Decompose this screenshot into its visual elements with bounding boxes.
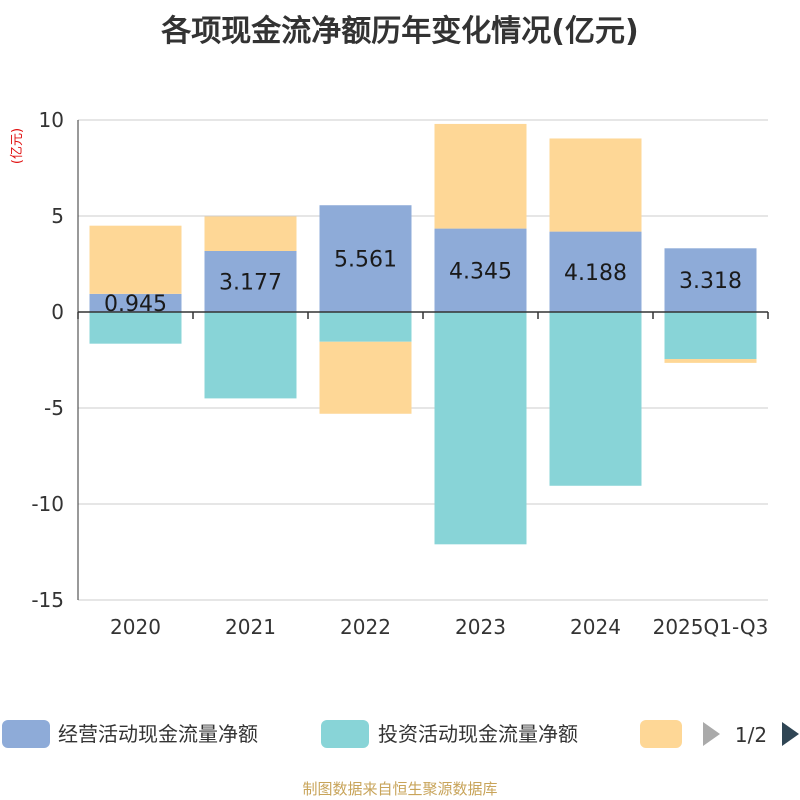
legend-next-page-icon[interactable]: [782, 722, 799, 746]
legend-swatch-third: [640, 720, 682, 748]
x-tick-label: 2022: [340, 615, 391, 639]
bar-3-2021[interactable]: [204, 216, 297, 252]
y-tick-label: -15: [31, 588, 64, 612]
legend-swatch-investing: [321, 720, 369, 748]
bar-2-2024[interactable]: [549, 312, 642, 486]
x-tick-label: 2024: [570, 615, 621, 639]
bar-3-2022[interactable]: [319, 341, 412, 414]
data-label: 4.188: [564, 261, 627, 286]
legend-item-third[interactable]: [640, 720, 682, 748]
x-tick-label: 2021: [225, 615, 276, 639]
legend-label-operating: 经营活动现金流量净额: [58, 722, 258, 746]
bar-1-2021[interactable]: [204, 251, 297, 312]
legend-label-investing: 投资活动现金流量净额: [378, 722, 578, 746]
legend-item-operating[interactable]: 经营活动现金流量净额: [2, 720, 258, 748]
data-label: 3.177: [219, 271, 282, 296]
bar-2-2021[interactable]: [204, 312, 297, 399]
data-source-note: 制图数据来自恒生聚源数据库: [302, 780, 498, 798]
legend-prev-page-icon[interactable]: [703, 722, 720, 746]
bar-1-2025Q1-Q3[interactable]: [664, 248, 757, 312]
legend-page-indicator: 1/2: [735, 723, 767, 747]
bar-2-2025Q1-Q3[interactable]: [664, 312, 757, 360]
legend-item-investing[interactable]: 投资活动现金流量净额: [321, 720, 578, 748]
data-label: 5.561: [334, 248, 397, 273]
x-tick-label: 2025Q1-Q3: [653, 615, 769, 639]
legend-swatch-operating: [2, 720, 50, 748]
data-label: 0.945: [104, 292, 167, 317]
y-tick-label: -10: [31, 492, 64, 516]
y-tick-label: -5: [44, 396, 64, 420]
legend: 经营活动现金流量净额 投资活动现金流量净额 1/2: [2, 720, 799, 748]
bar-1-2024[interactable]: [549, 231, 642, 312]
bar-3-2020[interactable]: [89, 225, 182, 294]
bar-3-2025Q1-Q3[interactable]: [664, 359, 757, 363]
y-tick-label: 0: [51, 300, 64, 324]
y-tick-label: 10: [39, 108, 64, 132]
bar-3-2023[interactable]: [434, 123, 527, 229]
x-tick-label: 2023: [455, 615, 506, 639]
bar-3-2024[interactable]: [549, 138, 642, 232]
chart-title: 各项现金流净额历年变化情况(亿元): [161, 14, 639, 49]
y-tick-label: 5: [51, 204, 64, 228]
bar-1-2022[interactable]: [319, 205, 412, 312]
data-label: 4.345: [449, 259, 512, 284]
data-label: 3.318: [679, 269, 742, 294]
bar-1-2023[interactable]: [434, 228, 527, 312]
y-axis-label: (亿元): [10, 128, 25, 164]
x-tick-label: 2020: [110, 615, 161, 639]
bar-2-2020[interactable]: [89, 312, 182, 344]
bar-2-2023[interactable]: [434, 312, 527, 545]
bar-1-2020[interactable]: [89, 293, 182, 312]
bar-2-2022[interactable]: [319, 312, 412, 342]
